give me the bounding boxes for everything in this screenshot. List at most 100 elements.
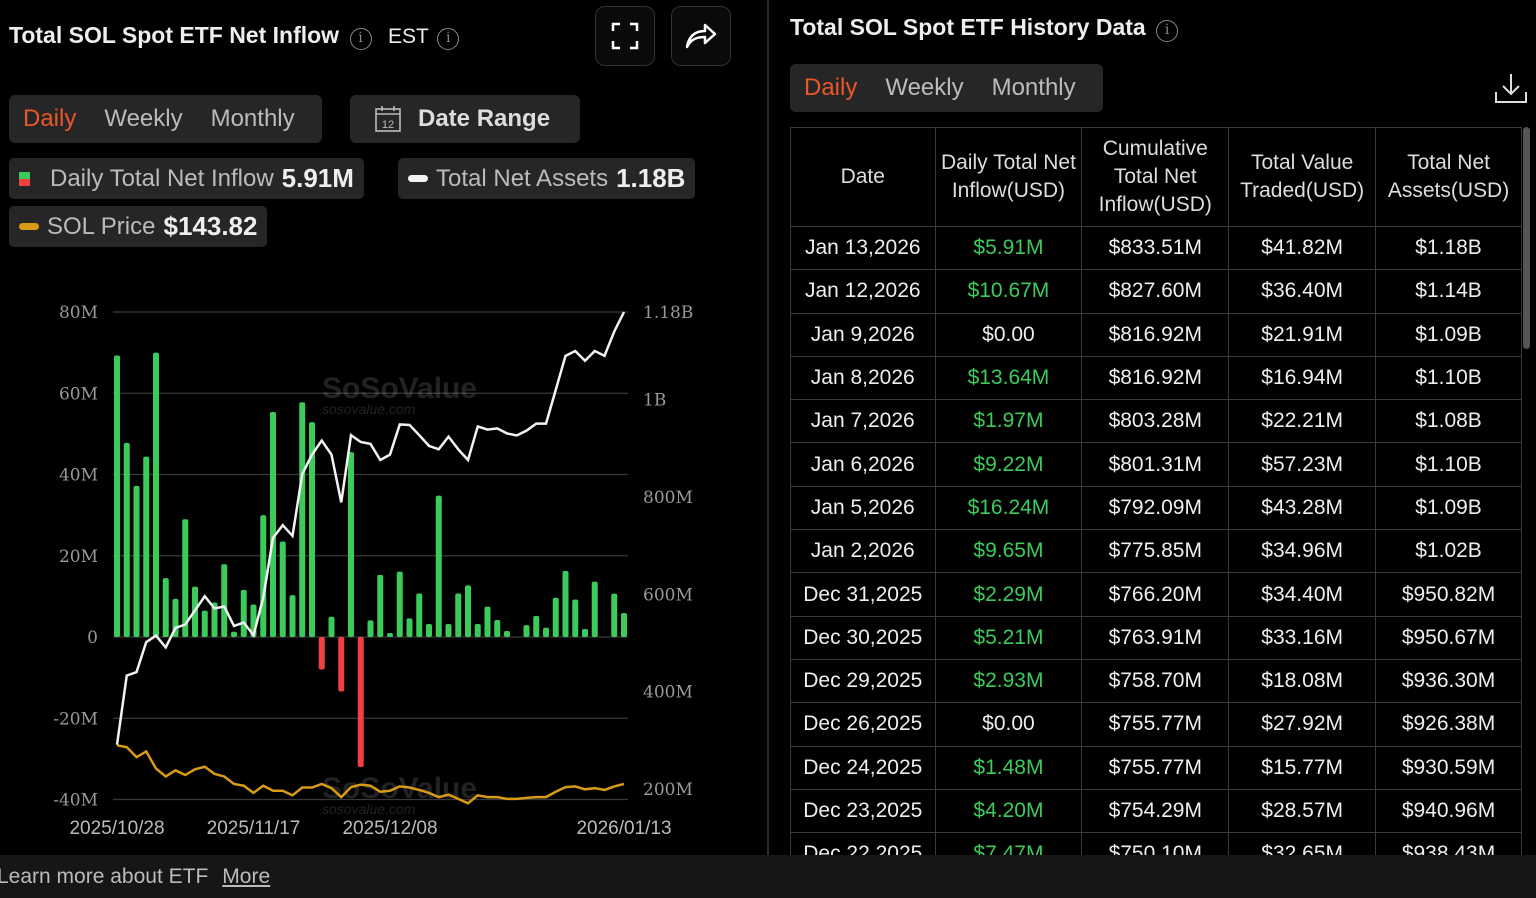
table-cell: Jan 9,2026 xyxy=(790,312,936,357)
inflow-bar xyxy=(396,571,403,637)
download-icon xyxy=(1495,74,1527,103)
inflow-bar xyxy=(153,352,159,637)
inflow-bar xyxy=(465,585,471,637)
inflow-bar xyxy=(552,597,559,637)
table-row[interactable]: Jan 9,2026 $0.00 $816.92M $21.91M $1.09B xyxy=(790,312,1522,357)
column-header: Total Value Traded(USD) xyxy=(1228,127,1377,227)
inflow-bar xyxy=(591,581,598,637)
table-row[interactable]: Dec 23,2025 $4.20M $754.29M $28.57M $940.96M xyxy=(790,788,1522,834)
table-cell: Dec 30,2025 xyxy=(790,615,936,660)
table-cell: Dec 29,2025 xyxy=(790,658,936,704)
info-icon[interactable]: i xyxy=(1156,19,1179,42)
table-cell: $755.77M xyxy=(1081,745,1230,790)
fullscreen-button[interactable] xyxy=(595,6,655,66)
table-row[interactable]: Jan 2,2026 $9.65M $775.85M $34.96M $1.02B xyxy=(790,529,1522,574)
table-cell: $5.91M xyxy=(934,225,1083,271)
history-header: Total SOL Spot ETF History Data i xyxy=(790,14,1179,42)
table-cell: $1.18B xyxy=(1375,225,1522,271)
left-axis-tick: 40M xyxy=(59,466,98,486)
inflow-bar xyxy=(357,637,364,767)
svg-text:sosovalue.com: sosovalue.com xyxy=(322,401,416,417)
share-button[interactable] xyxy=(671,6,731,66)
tab-daily[interactable]: Daily xyxy=(23,105,77,132)
left-axis-tick: 60M xyxy=(59,384,98,404)
more-link[interactable]: More xyxy=(222,864,271,888)
footer: Learn more about ETF More xyxy=(0,855,1536,898)
tab-daily[interactable]: Daily xyxy=(804,74,858,101)
inflow-bar xyxy=(328,616,335,637)
table-row[interactable]: Dec 26,2025 $0.00 $755.77M $27.92M $926.38M xyxy=(790,702,1522,747)
table-cell: $27.92M xyxy=(1228,702,1377,747)
table-row[interactable]: Jan 5,2026 $16.24M $792.09M $43.28M $1.09B xyxy=(790,485,1522,531)
inflow-bar xyxy=(543,627,549,637)
inflow-bar xyxy=(406,618,413,637)
legend-daily-inflow[interactable]: Daily Total Net Inflow 5.91M xyxy=(9,158,364,199)
table-cell: $0.00 xyxy=(934,702,1083,747)
table-cell: $763.91M xyxy=(1081,615,1230,660)
legend-total-net-assets[interactable]: Total Net Assets 1.18B xyxy=(398,158,696,199)
share-icon xyxy=(685,23,717,49)
table-cell: $1.48M xyxy=(934,745,1083,790)
info-icon[interactable]: i xyxy=(437,27,460,50)
history-period-tabs: Daily Weekly Monthly xyxy=(790,64,1103,112)
table-cell: Jan 7,2026 xyxy=(790,399,936,444)
table-row[interactable]: Jan 8,2026 $13.64M $816.92M $16.94M $1.10B xyxy=(790,355,1522,401)
inflow-bar xyxy=(240,589,247,637)
inflow-swatch-icon xyxy=(19,171,30,186)
chart-title: Total SOL Spot ETF Net Inflow xyxy=(9,22,340,48)
tab-monthly[interactable]: Monthly xyxy=(210,105,295,132)
calendar-icon: 12 xyxy=(375,106,401,132)
download-button[interactable] xyxy=(1494,72,1528,109)
inflow-bar xyxy=(611,593,618,637)
table-row[interactable]: Jan 7,2026 $1.97M $803.28M $22.21M $1.08B xyxy=(790,399,1522,444)
date-range-label: Date Range xyxy=(418,105,551,132)
table-row[interactable]: Jan 12,2026 $10.67M $827.60M $36.40M $1.14B xyxy=(790,269,1522,314)
table-row[interactable]: Dec 30,2025 $5.21M $763.91M $33.16M $950.67M xyxy=(790,615,1522,660)
legend-value: 5.91M xyxy=(281,163,354,193)
table-row[interactable]: Dec 29,2025 $2.93M $758.70M $18.08M $936.30M xyxy=(790,658,1522,704)
left-axis-tick: -20M xyxy=(53,709,98,729)
inflow-bar xyxy=(484,606,491,637)
table-cell: $775.85M xyxy=(1081,529,1230,574)
table-cell: $2.29M xyxy=(934,572,1083,617)
chart-period-tabs: Daily Weekly Monthly xyxy=(9,95,322,143)
table-cell: Jan 12,2026 xyxy=(790,269,936,314)
date-range-button[interactable]: 12 Date Range xyxy=(350,95,580,143)
inflow-bar xyxy=(318,637,325,670)
table-row[interactable]: Dec 24,2025 $1.48M $755.77M $15.77M $930.59M xyxy=(790,745,1522,790)
table-cell: $57.23M xyxy=(1228,442,1377,487)
table-cell: $33.16M xyxy=(1228,615,1377,660)
info-icon[interactable]: i xyxy=(349,27,372,50)
tab-monthly[interactable]: Monthly xyxy=(991,74,1076,101)
table-row[interactable]: Jan 13,2026 $5.91M $833.51M $41.82M $1.18B xyxy=(790,225,1522,271)
left-axis-tick: 0 xyxy=(87,628,98,648)
timezone-label: EST xyxy=(387,25,429,48)
inflow-bar xyxy=(426,624,432,637)
table-scrollbar[interactable] xyxy=(1523,127,1530,349)
x-axis-tick: 2025/10/28 xyxy=(69,818,164,839)
table-cell: $754.29M xyxy=(1081,788,1230,834)
tab-weekly[interactable]: Weekly xyxy=(104,105,183,132)
legend-value: 1.18B xyxy=(616,163,686,193)
table-row[interactable]: Dec 22,2025 $7.47M $750.10M $32.65M $938.43M xyxy=(790,832,1522,855)
table-cell: $4.20M xyxy=(934,788,1083,834)
inflow-bar xyxy=(201,610,208,637)
table-cell: $827.60M xyxy=(1081,269,1230,314)
inflow-chart[interactable]: SoSoValue sosovalue.com SoSoValue sosova… xyxy=(0,0,768,855)
table-row[interactable]: Jan 6,2026 $9.22M $801.31M $57.23M $1.10B xyxy=(790,442,1522,487)
column-header: Date xyxy=(790,127,936,227)
column-header: Total Net Assets(USD) xyxy=(1375,127,1522,227)
svg-text:SoSoValue: SoSoValue xyxy=(322,372,477,405)
inflow-bar xyxy=(114,355,120,637)
table-cell: $833.51M xyxy=(1081,225,1230,271)
table-cell: $816.92M xyxy=(1081,355,1230,401)
column-header: Cumulative Total Net Inflow(USD) xyxy=(1081,127,1230,227)
legend-sol-price[interactable]: SOL Price $143.82 xyxy=(9,206,268,247)
table-row[interactable]: Dec 31,2025 $2.29M $766.20M $34.40M $950.82M xyxy=(790,572,1522,617)
svg-text:SoSoValue: SoSoValue xyxy=(322,772,477,805)
table-cell: $1.08B xyxy=(1375,399,1522,444)
inflow-bar xyxy=(562,571,569,637)
tab-weekly[interactable]: Weekly xyxy=(885,74,964,101)
table-cell: $758.70M xyxy=(1081,658,1230,704)
x-axis-tick: 2025/11/17 xyxy=(207,818,301,839)
